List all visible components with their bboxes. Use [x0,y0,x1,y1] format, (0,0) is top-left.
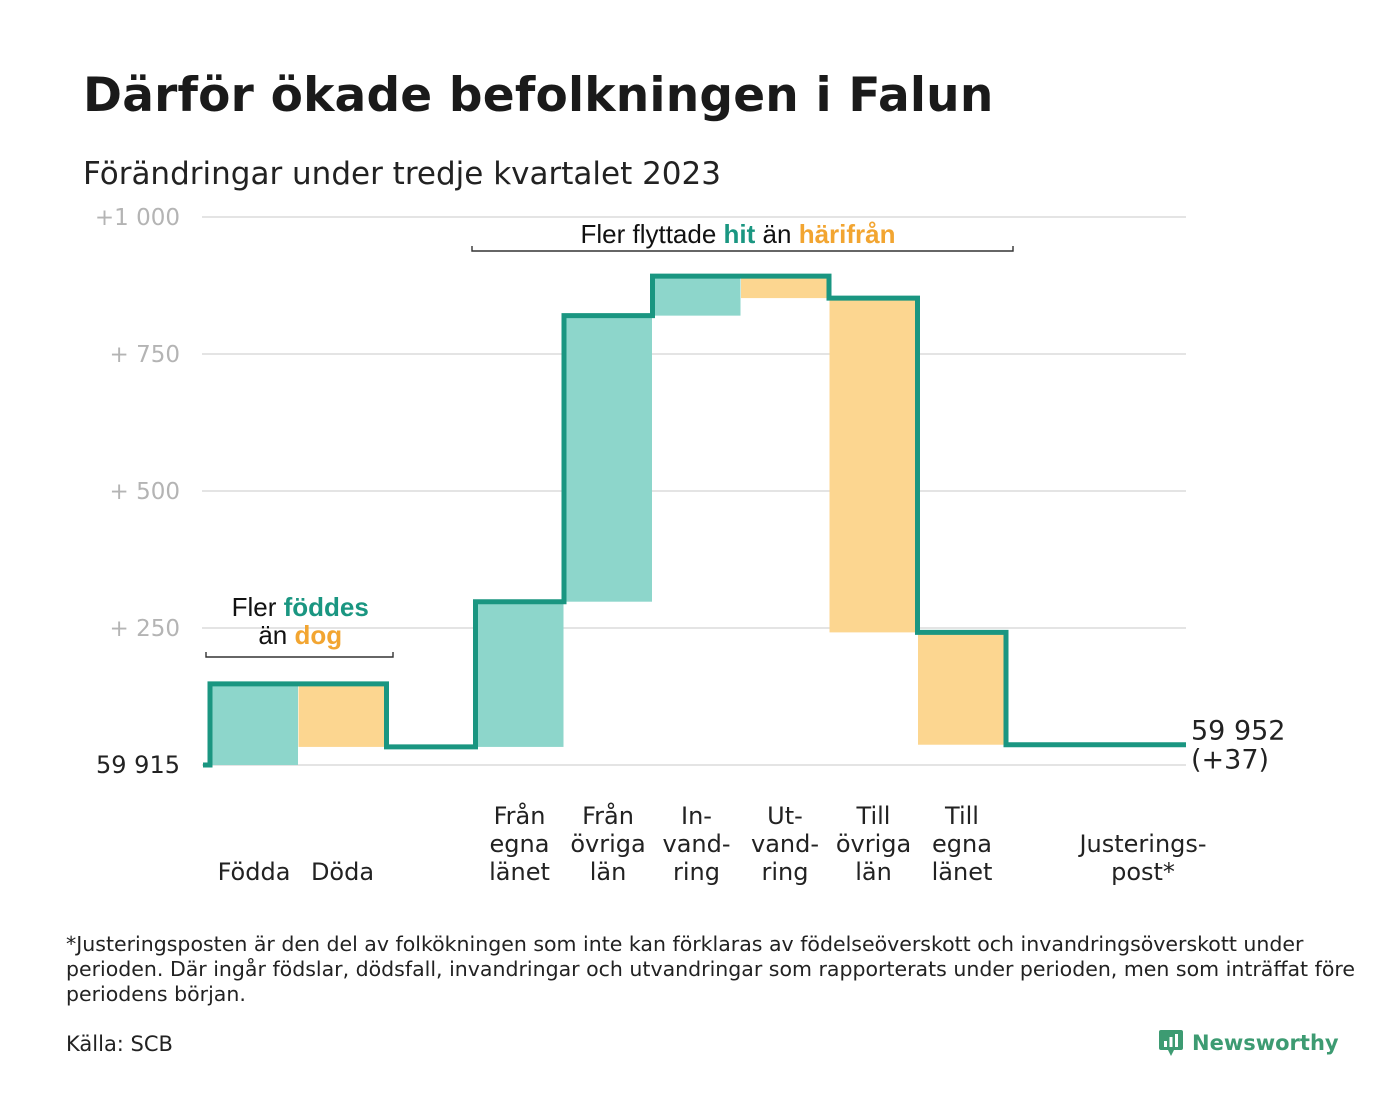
end-value-label-line: 59 952 [1191,716,1285,747]
running-total-line [203,273,1186,768]
category-label: övriga [570,830,645,858]
annotation-text-part: Fler flyttade [580,219,723,249]
annotation-text: Fler föddes [232,592,369,622]
gridlines [202,216,1186,766]
y-tick-label: + 500 [110,479,180,505]
category-label: egna [932,830,992,858]
bar-tillegnalänet [918,632,1006,745]
category-labels: Födda DödaFrånegnalänetFrånövrigalänIn-va… [218,801,1207,886]
category-label: Justerings- [1077,830,1206,858]
category-label: län [590,858,627,886]
chart-title: Därför ökade befolkningen i Falun [83,68,994,123]
bar-chart-badge-icon [1159,1030,1183,1056]
category-label: ring [673,858,720,886]
bar-döda [298,683,387,747]
category-label: övriga [836,830,911,858]
annotation-text: än dog [258,620,342,650]
category-label: ring [762,858,809,886]
annotation-text-part: härifrån [799,219,896,249]
y-tick-label: + 250 [110,616,180,642]
category-label: Till [944,802,979,830]
annotation-text: Fler flyttade hit än härifrån [580,219,895,249]
category-label: Från [494,801,546,830]
category-label: Från [582,801,634,830]
annotation-text-part: dog [295,620,343,650]
annotation-bracket [205,652,394,658]
annotation-text-part: hit [724,219,756,249]
category-label: län [855,858,892,886]
annotation-bracket [471,246,1014,252]
y-tick-label: + 750 [110,342,180,368]
bar-tillövrigalän [829,298,918,633]
bar-utvandring [741,276,829,299]
bar-invandring [652,276,741,316]
y-tick-label: +1 000 [95,205,180,231]
end-value-label-line: (+37) [1191,745,1269,776]
brand-name: Newsworthy [1192,1031,1339,1055]
annotation-text-part: Fler [232,592,284,622]
category-label: länet [932,858,993,886]
end-value-label: 59 952(+37) [1191,716,1285,776]
annotation-text-part: föddes [284,592,369,622]
annotation-text-part: än [258,620,294,650]
category-label: vand- [662,830,730,858]
category-label: vand- [751,830,819,858]
bar-frånövrigalän [564,315,652,602]
bar-födda [210,683,298,765]
brand-logo: Newsworthy [1158,1028,1339,1058]
bars [210,276,1006,765]
footnote: *Justeringsposten är den del av folkökni… [66,932,1355,1006]
category-label: Födda [218,858,291,886]
category-label: egna [490,830,550,858]
source-label: Källa: SCB [66,1032,173,1056]
category-label: post* [1111,858,1175,886]
running-total-polyline [203,273,1186,768]
y-base-label: 59 915 [96,751,180,779]
chart-subtitle: Förändringar under tredje kvartalet 2023 [83,156,721,192]
category-label: Till [856,802,891,830]
category-label: In- [681,802,712,830]
y-axis-ticks: +1 000 + 750 + 500 + 250 59 915 [95,205,180,779]
category-label: Ut- [767,802,803,830]
bar-frånegnalänet [475,601,564,747]
category-label: Döda [311,858,374,886]
category-label: länet [489,858,550,886]
annotation-text-part: än [755,219,798,249]
